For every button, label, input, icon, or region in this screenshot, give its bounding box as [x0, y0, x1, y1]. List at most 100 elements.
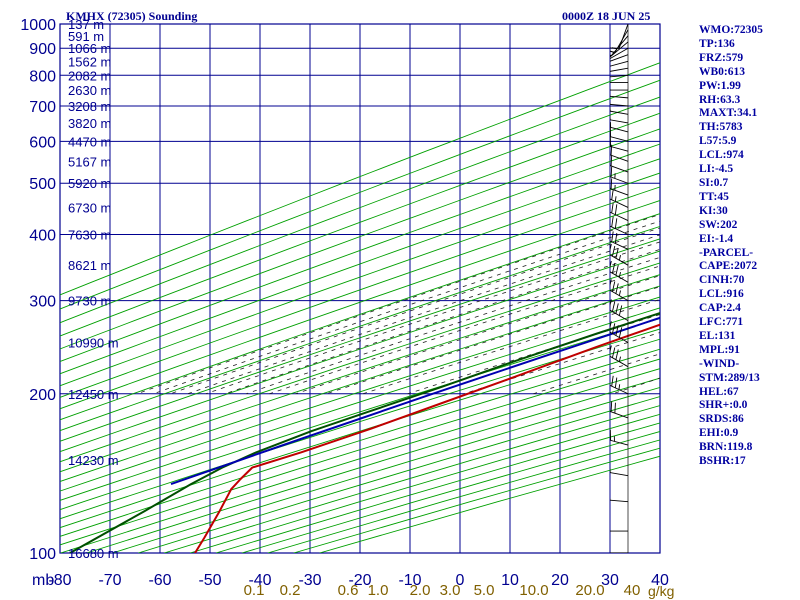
height-label: 7630 m [68, 228, 111, 243]
dry-adiabat [60, 225, 660, 432]
temperature-line [194, 323, 660, 553]
x-tick-label: 0 [456, 572, 465, 589]
dry-adiabat [60, 285, 660, 482]
wind-barb [610, 114, 629, 124]
y-tick-label: 900 [29, 41, 56, 58]
height-label: 14230 m [68, 453, 119, 468]
wind-barb [610, 279, 629, 301]
mixing-ratio-unit: g/kg [648, 583, 674, 599]
mixing-ratio-label: 10.0 [519, 582, 548, 599]
moist-adiabat [205, 241, 660, 395]
wind-barb [610, 321, 629, 343]
wind-barb [610, 67, 629, 72]
wind-barb [610, 105, 629, 115]
stats-panel: WMO:72305 TP:136 FRZ:579 WB0:613 PW:1.99 RH:6… [699, 24, 799, 469]
x-tick-label: -40 [248, 572, 271, 589]
wind-barb [610, 429, 629, 446]
x-tick-label: -60 [148, 572, 171, 589]
wind-barb [610, 345, 629, 368]
x-tick-label: -10 [398, 572, 421, 589]
mixing-ratio-label: 0.2 [280, 582, 301, 599]
wind-barb [610, 136, 629, 152]
wind-barb [610, 47, 629, 60]
stat-line: EL:131 [699, 329, 736, 342]
height-label: 1066 m [68, 41, 111, 56]
stat-line: HEL:67 [699, 385, 739, 398]
y-tick-label: 800 [29, 68, 56, 85]
dry-adiabat [60, 143, 660, 362]
mixing-ratio-label: 5.0 [474, 582, 495, 599]
dry-adiabat [60, 338, 660, 529]
height-label: 6730 m [68, 200, 111, 215]
mixing-ratio-label: 0.1 [244, 582, 265, 599]
stat-line: MPL:91 [699, 343, 740, 356]
wind-barb [610, 178, 629, 196]
stat-line: SRDS:86 [699, 413, 744, 426]
x-tick-label: 20 [551, 572, 569, 589]
wind-barb [610, 74, 629, 78]
mixing-ratio-label: 1.0 [368, 582, 389, 599]
chart-time: 0000Z 18 JUN 25 [562, 9, 650, 23]
stat-line: TP:136 [699, 37, 735, 50]
stat-line: WMO:72305 [699, 24, 763, 36]
height-label: 5167 m [68, 154, 111, 169]
x-tick-label: -20 [348, 572, 371, 589]
wind-barb [610, 229, 629, 250]
height-label: 10990 m [68, 335, 119, 350]
dry-adiabat [60, 328, 660, 520]
dry-adiabat [60, 262, 660, 463]
height-label: 4470 m [68, 134, 111, 149]
x-tick-label: 30 [601, 572, 619, 589]
y-tick-label: 400 [29, 228, 56, 245]
wind-barb [610, 466, 629, 477]
wind-barb [610, 374, 629, 395]
height-label: 3208 m [68, 99, 111, 114]
labels: -80 -70 -60 -50 -40 -30 -20 -10 0 10 20 30 40 100 200 3… [20, 17, 674, 599]
height-label: 8621 m [68, 258, 111, 273]
stat-line: TT:45 [699, 190, 729, 203]
dry-adiabat [60, 172, 660, 387]
chart-title: KMHX (72305) Sounding [66, 9, 197, 23]
height-label: 5920 m [68, 176, 111, 191]
dry-adiabat [60, 186, 660, 398]
height-label: 137 m [68, 17, 104, 32]
y-tick-label: 500 [29, 176, 56, 193]
x-tick-label: 10 [501, 572, 519, 589]
moist-adiabat [136, 213, 660, 395]
stat-line: -WIND- [699, 357, 740, 370]
stat-line: LCL:974 [699, 149, 744, 162]
stat-line: CINH:70 [699, 274, 745, 287]
dry-adiabat [60, 158, 660, 375]
mixing-ratio-label: 2.0 [410, 582, 431, 599]
wind-barb [610, 214, 629, 235]
stat-line: WB0:613 [699, 65, 745, 78]
stat-line: SHR+:0.0 [699, 399, 748, 412]
x-tick-label: 40 [651, 572, 669, 589]
wind-barb [610, 299, 629, 321]
stat-line: LCL:916 [699, 288, 744, 301]
wind-barb [610, 497, 629, 503]
dry-adiabat [60, 274, 660, 473]
height-label: 1562 m [68, 54, 111, 69]
wind-barbs [610, 24, 629, 553]
dry-adiabat [60, 96, 660, 324]
dry-adiabat [60, 250, 660, 453]
stat-line: -PARCEL- [699, 246, 754, 259]
y-tick-label: 300 [29, 294, 56, 311]
height-label: 12450 m [68, 387, 119, 402]
wind-barb [610, 166, 629, 184]
dry-adiabat [60, 200, 660, 410]
wind-barb [610, 82, 628, 84]
wind-barb [610, 126, 629, 142]
y-tick-label: 600 [29, 134, 56, 151]
dry-adiabat [60, 238, 660, 442]
height-label: 2630 m [68, 83, 111, 98]
height-label: 591 m [68, 29, 104, 44]
series-group [69, 312, 660, 553]
background-lines [60, 62, 660, 553]
wind-barb [610, 88, 628, 91]
dewpoint-line [69, 312, 660, 553]
dry-adiabat [60, 128, 660, 350]
height-label: 16680 m [68, 546, 119, 561]
